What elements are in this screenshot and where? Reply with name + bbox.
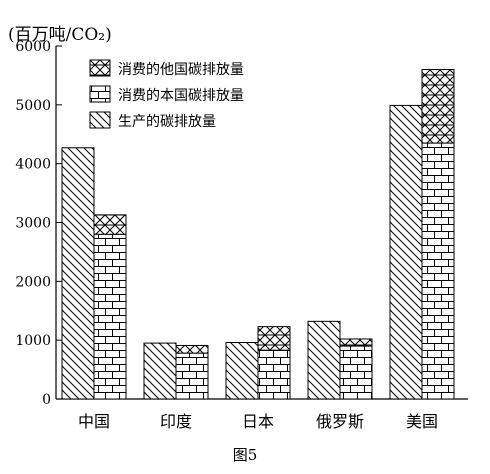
- bar-consumption-foreign: [93, 214, 127, 235]
- bar-production: [307, 320, 341, 400]
- x-tick-label: 俄罗斯: [316, 412, 364, 431]
- bar-production: [143, 342, 177, 400]
- x-labels: 中国 印度 日本 俄罗斯 美国: [78, 412, 438, 431]
- bar-consumption-domestic: [175, 352, 209, 400]
- bar-consumption-foreign: [257, 326, 291, 351]
- bar-consumption-domestic: [339, 345, 373, 400]
- legend-label: 消费的本国碳排放量: [118, 88, 244, 104]
- y-tick-label: 4000: [15, 157, 51, 173]
- bar-production: [61, 147, 95, 400]
- y-tick-label: 2000: [15, 274, 51, 290]
- y-tick-label: 0: [42, 392, 51, 408]
- y-tick-label: 6000: [15, 39, 51, 55]
- y-tick-label: 3000: [15, 216, 51, 232]
- legend-swatch: [89, 111, 111, 129]
- y-unit-label: (百万吨/CO₂): [8, 25, 112, 45]
- x-tick-label: 美国: [406, 412, 438, 431]
- figure-caption: 图5: [233, 446, 258, 464]
- legend-swatch: [89, 59, 111, 77]
- bar-production: [225, 342, 259, 400]
- x-tick-label: 日本: [242, 412, 274, 431]
- bar-consumption-domestic: [93, 233, 127, 400]
- bar-consumption-foreign: [175, 344, 209, 354]
- y-tick-label: 5000: [15, 98, 51, 114]
- legend-label: 消费的他国碳排放量: [118, 62, 244, 78]
- bar-consumption-domestic: [421, 142, 455, 400]
- y-ticks: 0 1000 2000 3000 4000 5000 6000: [15, 39, 62, 408]
- x-tick-label: 中国: [78, 412, 110, 431]
- bar-production: [389, 104, 423, 400]
- bars: [61, 69, 455, 400]
- legend-label: 生产的碳排放量: [118, 114, 216, 130]
- bar-consumption-foreign: [421, 69, 455, 144]
- legend-swatch: [89, 85, 111, 103]
- bar-consumption-foreign: [339, 338, 373, 347]
- x-tick-label: 印度: [160, 412, 192, 431]
- bar-consumption-domestic: [257, 349, 291, 400]
- y-tick-label: 1000: [15, 333, 51, 349]
